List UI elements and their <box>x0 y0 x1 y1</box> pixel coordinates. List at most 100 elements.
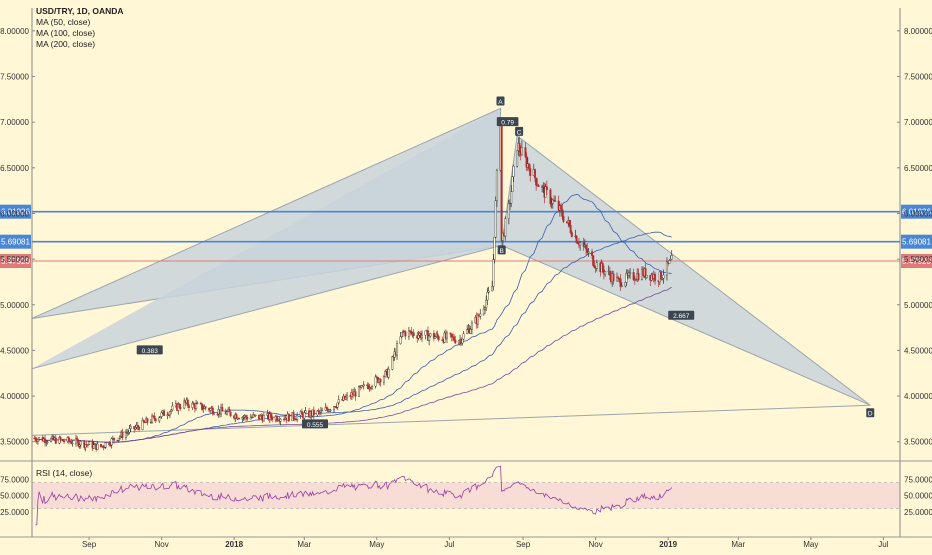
candle-body <box>316 410 319 416</box>
price-tick-label-left: 4.50000 <box>0 346 29 355</box>
price-tick-label-right: 3.50000 <box>904 438 932 447</box>
candle-body <box>494 200 497 238</box>
candle-body <box>229 411 232 417</box>
candle-body <box>226 411 229 415</box>
price-tick-label-right: 8.00000 <box>904 27 932 36</box>
candle-body <box>412 332 415 336</box>
candle-body <box>545 186 548 190</box>
candle-body <box>500 119 503 241</box>
candle-body <box>138 426 141 430</box>
candle-body <box>374 376 377 387</box>
candle-body <box>486 292 489 301</box>
price-tick-label-left: 7.50000 <box>0 72 29 81</box>
candle-body <box>346 394 349 398</box>
candle-body <box>212 413 215 415</box>
candle-body <box>569 225 572 233</box>
candle-body <box>662 274 665 279</box>
price-tick-label-right: 6.50000 <box>904 164 932 173</box>
pattern-ratio-tag <box>136 345 163 355</box>
time-tick-label: Nov <box>588 540 602 549</box>
candle-body <box>118 436 121 439</box>
candle-body <box>528 163 531 169</box>
price-tick-label-right: 7.50000 <box>904 72 932 81</box>
candle-body <box>366 384 369 387</box>
price-tick-label-left: 8.00000 <box>0 27 29 36</box>
candle-body <box>552 199 555 202</box>
pattern-point-tag <box>497 245 506 255</box>
candle-body <box>434 336 437 339</box>
candle-body <box>562 216 565 222</box>
rsi-line <box>35 465 673 526</box>
candle-body <box>404 331 407 337</box>
candle-body <box>560 205 563 210</box>
candle-body <box>61 439 64 442</box>
candle-body <box>362 384 365 387</box>
candle-body <box>654 274 657 281</box>
pattern-fill-xab <box>32 108 502 369</box>
rsi-tick-label-right: 50.0000 <box>904 492 932 501</box>
candle-body <box>407 330 410 337</box>
candle-body <box>178 404 181 408</box>
candle-body <box>421 334 424 339</box>
candle-body <box>304 410 307 413</box>
candle-body <box>321 410 324 412</box>
candle-body <box>88 441 91 446</box>
candle-body <box>249 417 252 420</box>
candle-body <box>186 399 189 406</box>
candle-body <box>235 414 238 419</box>
candle-body <box>86 444 89 446</box>
candle-body <box>586 248 589 253</box>
candle-body <box>668 260 671 264</box>
candle-body <box>645 275 648 278</box>
candle-body <box>601 263 604 270</box>
pattern-ratio-tag <box>668 310 695 320</box>
candle-body <box>141 419 144 430</box>
candle-body <box>183 400 186 409</box>
candle-body <box>209 408 212 411</box>
pattern-point-tag <box>515 126 524 136</box>
candle-body <box>128 428 131 433</box>
candle-body <box>669 259 672 261</box>
rsi-tick-label-left: 25.0000 <box>0 508 29 517</box>
candle-body <box>399 336 402 344</box>
price-tick-label-right: 6.00000 <box>904 209 932 218</box>
candle-body <box>582 242 585 247</box>
candle-body <box>507 203 510 219</box>
candle-body <box>121 431 124 438</box>
candle-body <box>450 333 453 337</box>
price-level-label-left: 5.47920 <box>1 257 30 266</box>
price-level-label-left: 6.01926 <box>1 208 30 217</box>
candle-body <box>283 418 286 421</box>
candle-body <box>660 271 663 280</box>
candle-body <box>171 405 174 411</box>
candle-body <box>454 340 457 344</box>
candle-body <box>554 200 557 202</box>
candle-body <box>551 199 554 204</box>
candle-body <box>113 437 116 441</box>
candle-body <box>151 415 154 423</box>
time-tick-label: May <box>369 540 384 549</box>
pattern-ratio-tag <box>496 117 519 127</box>
candle-body <box>436 333 439 337</box>
candle-body <box>617 277 620 279</box>
candle-body <box>525 156 528 168</box>
candle-body <box>516 150 519 167</box>
candle-body <box>79 441 82 446</box>
candle-body <box>124 432 127 438</box>
candle-body <box>74 438 77 444</box>
candle-body <box>336 402 339 408</box>
candle-body <box>134 427 137 430</box>
candle-body <box>504 218 507 237</box>
pattern-point-tag <box>496 96 505 106</box>
candle-body <box>228 409 231 413</box>
candle-body <box>158 417 161 422</box>
price-level-tag-right <box>901 254 932 269</box>
candle-body <box>333 406 336 411</box>
candle-body <box>484 307 487 310</box>
candle-body <box>160 412 163 417</box>
candle-body <box>344 396 347 400</box>
candle-body <box>479 313 482 317</box>
candle-body <box>162 410 165 416</box>
candle-body <box>579 242 582 246</box>
